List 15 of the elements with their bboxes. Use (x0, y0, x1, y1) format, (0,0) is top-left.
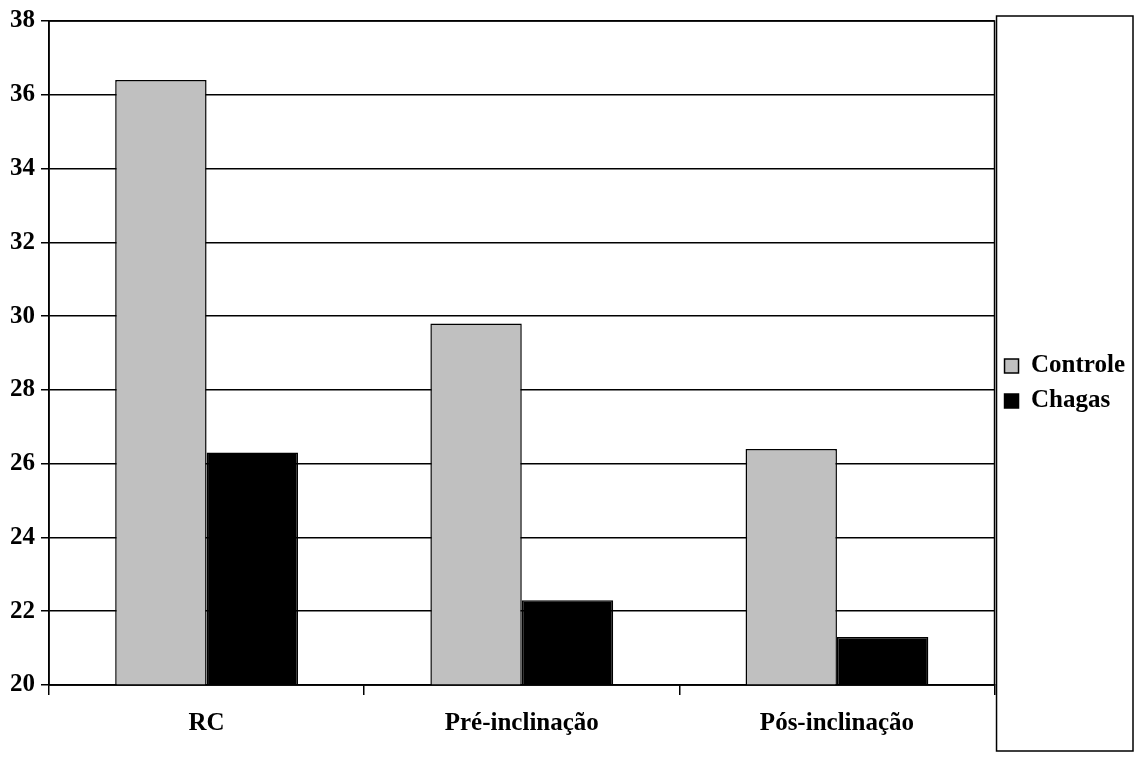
x-tick-label: Pré-inclinação (444, 708, 599, 736)
y-tick-label: 38 (10, 5, 35, 33)
y-tick-label: 26 (10, 448, 35, 476)
y-tick-label: 36 (10, 79, 35, 107)
y-tick-label: 30 (10, 300, 35, 328)
x-tick-label: RC (188, 708, 225, 736)
y-tick-label: 34 (10, 153, 36, 181)
y-tick-label: 20 (10, 669, 35, 697)
y-tick-label: 28 (10, 374, 35, 402)
legend-label: Controle (1031, 350, 1126, 378)
y-tick-label: 22 (10, 595, 35, 623)
x-tick-label: Pós-inclinação (759, 708, 915, 736)
legend-label: Chagas (1031, 385, 1111, 413)
y-tick-label: 32 (10, 226, 35, 254)
y-tick-label: 24 (10, 521, 36, 549)
